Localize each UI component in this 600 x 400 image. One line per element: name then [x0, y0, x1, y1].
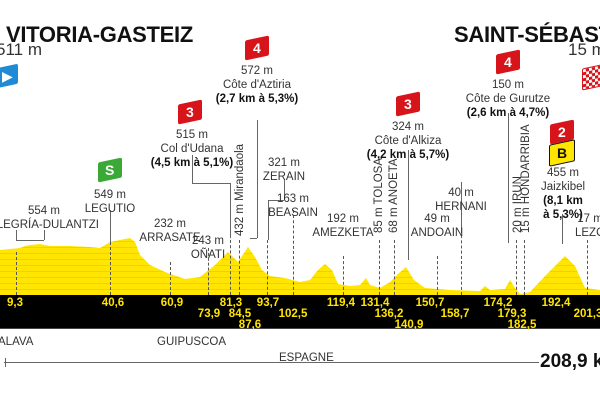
region-guipuscoa: GUIPUSCOA — [157, 336, 227, 348]
place-alegria: 554 m ALEGRÍA-DULANTZI — [0, 205, 99, 231]
km-mark: 84,5 — [228, 308, 252, 320]
distance-line-start — [5, 358, 6, 367]
place-lezo: 17 mLEZO — [574, 213, 600, 239]
climb-jaizkibel: 455 m Jaizkibel (8,1 km à 5,3%) — [540, 167, 586, 221]
km-mark: 150,7 — [415, 297, 445, 309]
km-mark: 192,4 — [541, 297, 571, 309]
km-band — [0, 295, 600, 328]
total-distance: 208,9 km — [540, 351, 600, 372]
km-mark: 40,6 — [101, 297, 125, 309]
km-mark: 81,3 — [219, 297, 243, 309]
start-altitude: 511 m — [0, 40, 42, 59]
climb-cat-icon: 4 — [245, 35, 269, 61]
finish-flag-icon — [582, 63, 600, 91]
place-onati: 243 m OÑATI — [190, 235, 226, 261]
finish-city: SAINT-SÉBASTIEN — [454, 22, 600, 47]
climb-cat-icon: 3 — [396, 91, 420, 117]
distance-line — [4, 362, 539, 363]
place-arrasate: 232 m ARRASATE — [139, 218, 201, 244]
km-mark: 136,2 — [374, 308, 404, 320]
place-hernani: 40 m HERNANI — [435, 187, 487, 213]
place-beasain: 163 m BEASAIN — [268, 193, 318, 219]
country-label: ESPAGNE — [279, 352, 334, 364]
start-flag-icon: ▶ — [0, 63, 18, 89]
place-andoain: 49 m ANDOAIN — [410, 213, 464, 239]
km-band-border — [0, 328, 600, 329]
climb-cat-icon: 4 — [496, 49, 520, 75]
region-alava: ALAVA — [0, 336, 34, 348]
km-mark: 102,5 — [278, 308, 308, 320]
place-mirandaola: 432 m Mirandaola — [234, 143, 246, 236]
place-hondarribia: 15 m HONDARRIBIA — [520, 124, 532, 233]
climb-cat-icon: 3 — [178, 99, 202, 125]
km-mark: 201,3 — [573, 308, 600, 320]
place-zerain: 321 m ZERAIN — [262, 157, 306, 183]
finish-altitude: 15 m — [568, 40, 600, 59]
climb-aztiria: 572 m Côte d'Aztiria (2,7 km à 5,3%) — [215, 65, 299, 105]
km-mark: 131,4 — [360, 297, 390, 309]
km-mark: 179,3 — [497, 308, 527, 320]
km-mark: 119,4 — [326, 297, 356, 309]
km-mark: 87,6 — [238, 319, 262, 331]
km-mark: 73,9 — [197, 308, 221, 320]
km-mark: 140,9 — [394, 319, 424, 331]
km-mark: 182,5 — [507, 319, 537, 331]
km-mark: 158,7 — [440, 308, 470, 320]
start-city: VITORIA-GASTEIZ — [6, 22, 193, 47]
climb-alkiza: 324 m Côte d'Alkiza (4,2 km à 5,7%) — [366, 121, 450, 161]
place-amezketa: 192 m AMEZKETA — [312, 213, 374, 239]
km-mark: 174,2 — [483, 297, 513, 309]
km-mark: 60,9 — [160, 297, 184, 309]
place-tolosa: 85 m TOLOSA — [373, 158, 385, 233]
sprint-label: 549 m LEGUTIO — [84, 189, 136, 215]
bonus-icon: B — [549, 139, 575, 167]
km-mark: 93,7 — [256, 297, 280, 309]
elevation-profile — [0, 238, 600, 296]
km-mark: 9,3 — [7, 297, 23, 309]
climb-udana: 515 m Col d'Udana (4,5 km à 5,1%) — [150, 129, 234, 169]
climb-gurutze: 150 m Côte de Gurutze (2,6 km à 4,7%) — [465, 79, 551, 119]
place-anoeta: 68 m ANOETA — [388, 158, 400, 233]
sprint-flag-icon: S — [98, 157, 122, 183]
